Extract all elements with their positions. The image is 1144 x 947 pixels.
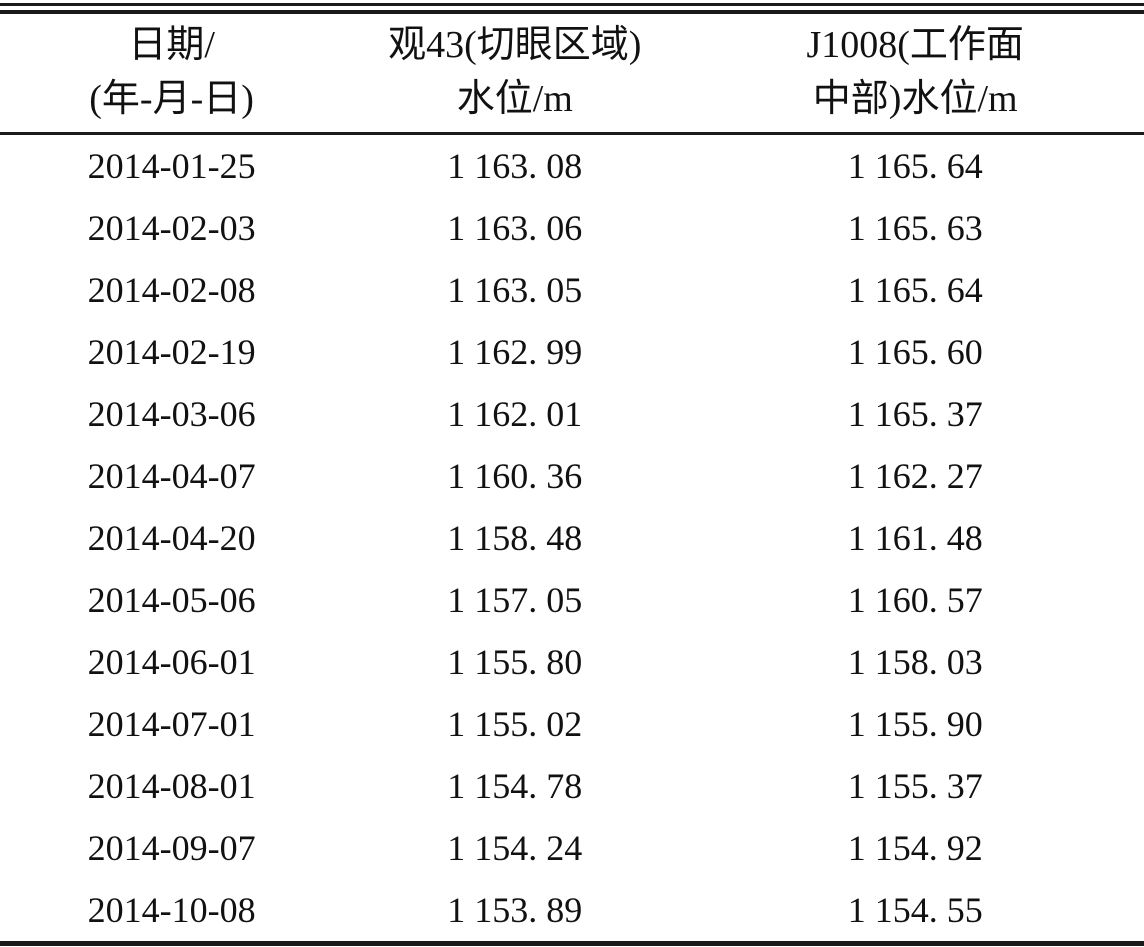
j1008-level-cell: 1 158. 03 xyxy=(847,642,983,682)
guan43-level-cell: 1 155. 80 xyxy=(447,642,583,682)
top-rule-thick xyxy=(0,10,1144,14)
table-row: 2014-03-06 1 162. 01 1 165. 37 xyxy=(0,383,1144,445)
date-cell: 2014-05-06 xyxy=(87,580,256,620)
table-header: 日期/ (年-月-日) 观43(切眼区域) 水位/m J1008(工作面 中部)… xyxy=(0,14,1144,135)
date-cell: 2014-07-01 xyxy=(87,704,256,744)
guan43-level-cell: 1 162. 01 xyxy=(447,394,583,434)
guan43-level-cell: 1 163. 05 xyxy=(447,270,583,310)
date-cell: 2014-02-08 xyxy=(87,270,256,310)
table-row: 2014-01-25 1 163. 08 1 165. 64 xyxy=(0,134,1144,198)
j1008-level-cell: 1 165. 63 xyxy=(847,208,983,248)
header-j1008-line1: J1008(工作面 xyxy=(806,24,1024,66)
j1008-level-cell: 1 155. 90 xyxy=(847,704,983,744)
guan43-level-cell: 1 163. 08 xyxy=(447,146,583,186)
j1008-level-cell: 1 160. 57 xyxy=(847,580,983,620)
header-date-column: 日期/ (年-月-日) xyxy=(0,14,344,135)
guan43-level-cell: 1 157. 05 xyxy=(447,580,583,620)
guan43-level-cell: 1 158. 48 xyxy=(447,518,583,558)
date-cell: 2014-01-25 xyxy=(87,146,256,186)
j1008-level-cell: 1 154. 92 xyxy=(847,828,983,868)
date-cell: 2014-06-01 xyxy=(87,642,256,682)
guan43-level-cell: 1 154. 78 xyxy=(447,766,583,806)
j1008-level-cell: 1 165. 64 xyxy=(847,270,983,310)
date-cell: 2014-09-07 xyxy=(87,828,256,868)
water-level-table: 日期/ (年-月-日) 观43(切眼区域) 水位/m J1008(工作面 中部)… xyxy=(0,3,1144,946)
table-row: 2014-02-19 1 162. 99 1 165. 60 xyxy=(0,321,1144,383)
j1008-level-cell: 1 165. 37 xyxy=(847,394,983,434)
table-row: 2014-06-01 1 155. 80 1 158. 03 xyxy=(0,631,1144,693)
header-guan43-line2: 水位/m xyxy=(456,78,573,120)
date-cell: 2014-02-03 xyxy=(87,208,256,248)
header-guan43-line1: 观43(切眼区域) xyxy=(388,24,642,66)
top-rule-thin xyxy=(0,3,1144,6)
header-date-line1: 日期/ xyxy=(128,24,215,66)
table-row: 2014-04-07 1 160. 36 1 162. 27 xyxy=(0,445,1144,507)
date-cell: 2014-04-20 xyxy=(87,518,256,558)
header-j1008-line2: 中部)水位/m xyxy=(812,78,1018,120)
date-cell: 2014-03-06 xyxy=(87,394,256,434)
table-body: 2014-01-25 1 163. 08 1 165. 64 2014-02-0… xyxy=(0,134,1144,942)
date-cell: 2014-10-08 xyxy=(87,890,256,930)
j1008-level-cell: 1 154. 55 xyxy=(847,890,983,930)
table-row: 2014-02-03 1 163. 06 1 165. 63 xyxy=(0,197,1144,259)
header-row: 日期/ (年-月-日) 观43(切眼区域) 水位/m J1008(工作面 中部)… xyxy=(0,14,1144,135)
date-cell: 2014-08-01 xyxy=(87,766,256,806)
table-row: 2014-08-01 1 154. 78 1 155. 37 xyxy=(0,755,1144,817)
guan43-level-cell: 1 155. 02 xyxy=(447,704,583,744)
j1008-level-cell: 1 162. 27 xyxy=(847,456,983,496)
j1008-level-cell: 1 165. 60 xyxy=(847,332,983,372)
data-table: 日期/ (年-月-日) 观43(切眼区域) 水位/m J1008(工作面 中部)… xyxy=(0,14,1144,941)
table-row: 2014-02-08 1 163. 05 1 165. 64 xyxy=(0,259,1144,321)
table-row: 2014-07-01 1 155. 02 1 155. 90 xyxy=(0,693,1144,755)
table-row: 2014-10-08 1 153. 89 1 154. 55 xyxy=(0,879,1144,941)
guan43-level-cell: 1 162. 99 xyxy=(447,332,583,372)
guan43-level-cell: 1 153. 89 xyxy=(447,890,583,930)
header-j1008-column: J1008(工作面 中部)水位/m xyxy=(686,14,1144,135)
j1008-level-cell: 1 165. 64 xyxy=(847,146,983,186)
guan43-level-cell: 1 154. 24 xyxy=(447,828,583,868)
j1008-level-cell: 1 161. 48 xyxy=(847,518,983,558)
j1008-level-cell: 1 155. 37 xyxy=(847,766,983,806)
guan43-level-cell: 1 163. 06 xyxy=(447,208,583,248)
table-row: 2014-09-07 1 154. 24 1 154. 92 xyxy=(0,817,1144,879)
header-date-line2: (年-月-日) xyxy=(89,78,254,120)
header-guan43-column: 观43(切眼区域) 水位/m xyxy=(343,14,687,135)
guan43-level-cell: 1 160. 36 xyxy=(447,456,583,496)
date-cell: 2014-04-07 xyxy=(87,456,256,496)
date-cell: 2014-02-19 xyxy=(87,332,256,372)
table-row: 2014-04-20 1 158. 48 1 161. 48 xyxy=(0,507,1144,569)
table-row: 2014-05-06 1 157. 05 1 160. 57 xyxy=(0,569,1144,631)
